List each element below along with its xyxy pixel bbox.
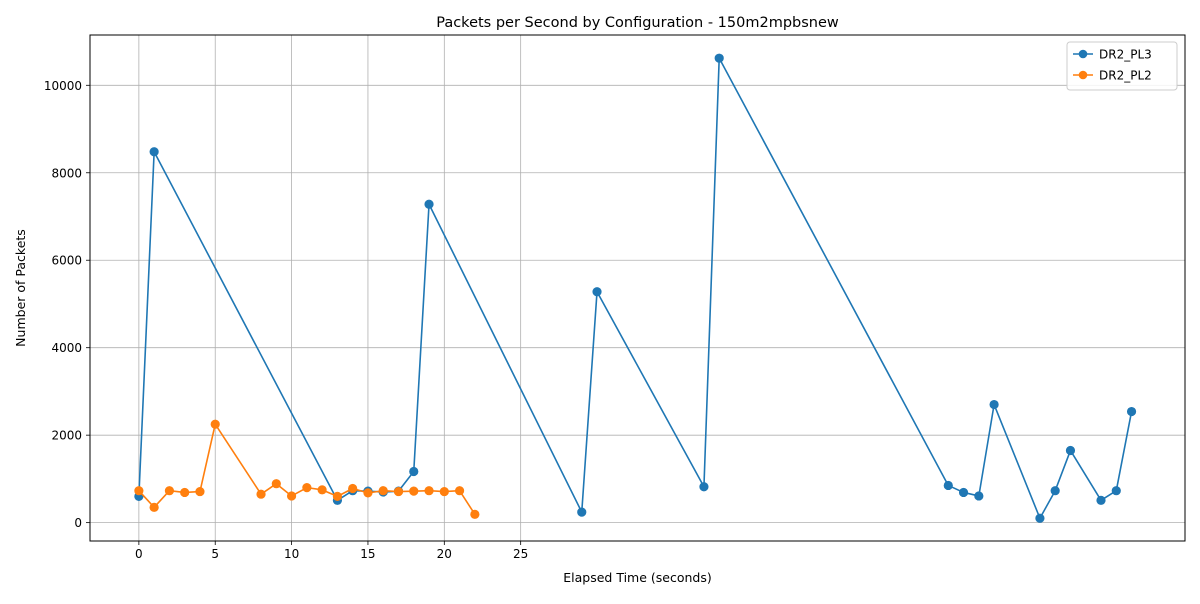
plot-frame — [89, 34, 1186, 542]
legend: DR2_PL3 DR2_PL2 — [1066, 41, 1178, 91]
data-point — [577, 507, 587, 517]
y-tick-label: 2000 — [51, 429, 82, 443]
data-point — [348, 483, 358, 494]
data-point — [470, 509, 480, 519]
y-tick-label: 8000 — [51, 166, 82, 180]
data-point — [378, 486, 388, 496]
data-point — [286, 491, 297, 501]
data-point — [302, 483, 312, 493]
series-group — [134, 419, 480, 519]
grid-lines — [90, 35, 1185, 541]
data-point — [149, 147, 159, 157]
data-point — [363, 488, 373, 498]
data-point — [409, 486, 419, 496]
legend-marker — [1078, 70, 1088, 80]
data-point — [317, 485, 327, 495]
y-tick-label: 4000 — [51, 341, 82, 355]
data-point — [424, 199, 434, 209]
x-tick-label: 25 — [513, 547, 528, 561]
data-point — [332, 491, 343, 501]
y-tick-label: 10000 — [44, 79, 82, 93]
x-tick-label: 5 — [211, 547, 219, 561]
series-layer — [134, 53, 1137, 523]
data-point — [943, 480, 953, 491]
data-point — [439, 486, 449, 497]
data-point — [195, 486, 205, 497]
data-point — [454, 486, 465, 496]
legend-label: DR2_PL2 — [1099, 69, 1152, 83]
data-point — [164, 486, 175, 496]
data-point — [714, 53, 724, 63]
y-axis-label: Number of Packets — [13, 229, 28, 347]
data-point — [134, 486, 144, 496]
data-point — [256, 489, 266, 499]
x-axis-label: Elapsed Time (seconds) — [563, 570, 712, 585]
data-point — [699, 482, 709, 492]
data-point — [210, 419, 220, 429]
x-tick-label: 15 — [360, 547, 375, 561]
axes: 0 5 10 15 20 25 0 2000 4000 6000 8000 10000 — [44, 79, 528, 561]
data-point — [271, 479, 281, 489]
data-point — [424, 486, 434, 496]
x-tick-label: 0 — [135, 547, 143, 561]
data-point — [149, 502, 159, 512]
data-point — [1035, 513, 1045, 523]
legend-marker — [1078, 49, 1088, 59]
data-point — [989, 399, 999, 410]
data-point — [974, 491, 984, 501]
legend-box — [1066, 41, 1178, 91]
x-tick-label: 20 — [437, 547, 452, 561]
y-tick-label: 6000 — [51, 254, 82, 268]
y-tick-label: 0 — [74, 516, 82, 530]
x-tick-label: 10 — [284, 547, 299, 561]
chart-title: Packets per Second by Configuration - 15… — [436, 15, 839, 31]
data-point — [1111, 486, 1121, 496]
data-point — [180, 487, 190, 498]
data-point — [592, 287, 602, 297]
data-point — [1096, 495, 1106, 505]
data-point — [1065, 445, 1076, 456]
data-point — [958, 487, 969, 498]
legend-label: DR2_PL3 — [1099, 48, 1152, 62]
data-point — [393, 486, 404, 497]
data-point — [409, 466, 419, 477]
data-point — [1126, 406, 1137, 417]
data-point — [1050, 486, 1060, 496]
